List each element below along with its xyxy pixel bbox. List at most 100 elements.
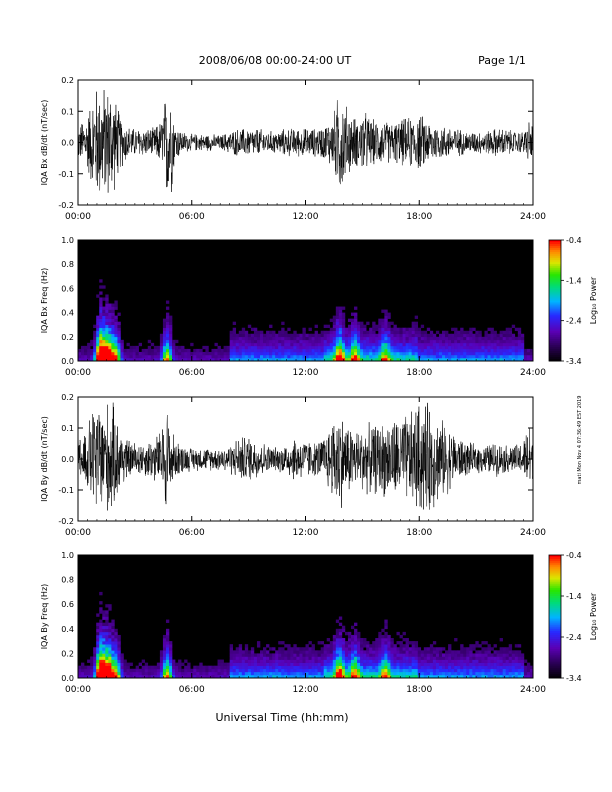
- spectrogram-cell: [108, 653, 112, 657]
- spectrogram-cell: [102, 653, 106, 657]
- spectrogram-cell: [308, 653, 312, 657]
- page-indicator: Page 1/1: [478, 54, 526, 67]
- spectrogram-cell: [326, 665, 331, 670]
- spectrogram-cell: [162, 634, 167, 639]
- spectrogram-cell: [256, 644, 261, 648]
- spectrogram-cell: [411, 333, 415, 338]
- spectrogram-cell: [387, 348, 391, 353]
- spectrogram-cell: [357, 650, 361, 654]
- spectrogram-cell: [244, 357, 249, 362]
- spectrogram-cell: [108, 638, 112, 642]
- spectrogram-cell: [399, 327, 403, 332]
- spectrogram-cell: [244, 653, 249, 657]
- spectrogram-cell: [332, 647, 337, 651]
- spectrogram-cell: [405, 671, 409, 676]
- spectrogram-cell: [451, 671, 455, 676]
- spectrogram-cell: [499, 674, 503, 679]
- spectrogram-cell: [505, 342, 510, 347]
- spectrogram-cell: [445, 671, 449, 676]
- spectrogram-cell: [399, 330, 403, 335]
- spectrogram-cell: [457, 345, 461, 350]
- spectrogram-cell: [332, 662, 337, 667]
- spectrogram-cell: [481, 357, 485, 362]
- spectrogram-cell: [469, 336, 473, 341]
- spectrogram-cell: [469, 671, 473, 676]
- spectrogram-cell: [162, 345, 167, 350]
- spectrogram-cell: [420, 336, 425, 341]
- spectrogram-cell: [338, 653, 343, 657]
- spectrogram-cell: [390, 641, 394, 645]
- spectrogram-cell: [90, 342, 94, 347]
- spectrogram-cell: [369, 656, 373, 660]
- spectrogram-cell: [523, 348, 528, 353]
- spectrogram-cell: [275, 345, 279, 350]
- spectrogram-cell: [417, 345, 422, 350]
- spectrogram-cell: [351, 662, 355, 667]
- spectrogram-cell: [429, 354, 434, 359]
- spectrogram-cell: [393, 354, 397, 359]
- spectrogram-cell: [141, 659, 146, 663]
- spectrogram-cell: [426, 671, 431, 676]
- spectrogram-cell: [214, 354, 218, 359]
- spectrogram-cell: [102, 336, 106, 341]
- spectrogram-cell: [490, 653, 494, 657]
- spectrogram-cell: [390, 354, 394, 359]
- spectrogram-cell: [502, 351, 506, 356]
- spectrogram-cell: [414, 650, 419, 654]
- spectrogram-cell: [144, 665, 149, 670]
- spectrogram-cell: [178, 357, 182, 362]
- colorbar-segment: [549, 338, 561, 342]
- spectrogram-cell: [99, 659, 103, 663]
- spectrogram-cell: [269, 351, 273, 356]
- colorbar-segment: [549, 298, 561, 301]
- spectrogram-cell: [172, 342, 176, 347]
- spectrogram-cell: [357, 357, 361, 362]
- spectrogram-cell: [105, 674, 109, 679]
- spectrogram-cell: [508, 671, 513, 676]
- spectrogram-cell: [105, 668, 109, 673]
- spectrogram-cell: [232, 659, 237, 663]
- spectrogram-cell: [347, 656, 352, 660]
- spectrogram-cell: [165, 634, 170, 639]
- spectrogram-cell: [478, 659, 482, 663]
- spectrogram-cell: [354, 315, 358, 319]
- spectrogram-cell: [108, 336, 112, 341]
- spectrogram-cell: [445, 668, 449, 673]
- spectrogram-cell: [526, 671, 531, 676]
- spectrogram-cell: [138, 351, 142, 356]
- spectrogram-cell: [414, 653, 419, 657]
- spectrogram-cell: [317, 656, 321, 660]
- spectrogram-cell: [375, 345, 379, 350]
- spectrogram-cell: [432, 339, 437, 344]
- spectrogram-cell: [308, 659, 312, 663]
- spectrogram-cell: [129, 671, 133, 676]
- spectrogram-cell: [311, 665, 315, 670]
- spectrogram-cell: [338, 674, 343, 679]
- spectrogram-cell: [317, 339, 321, 344]
- spectrogram-cell: [366, 336, 370, 341]
- spectrogram-cell: [235, 662, 240, 667]
- spectrogram-cell: [332, 348, 337, 353]
- spectrogram-cell: [326, 336, 331, 341]
- spectrogram-cell: [220, 351, 224, 356]
- spectrogram-cell: [335, 336, 340, 341]
- spectrogram-cell: [263, 357, 267, 362]
- spectrogram-cell: [144, 671, 149, 676]
- spectrogram-cell: [108, 330, 112, 335]
- spectrogram-cell: [111, 647, 115, 651]
- spectrogram-cell: [90, 662, 94, 667]
- spectrogram-cell: [293, 354, 297, 359]
- spectrogram-cell: [499, 330, 503, 335]
- spectrogram-cell: [335, 357, 340, 362]
- spectrogram-cell: [451, 345, 455, 350]
- spectrogram-cell: [438, 336, 443, 341]
- spectrogram-cell: [523, 659, 528, 663]
- spectrogram-cell: [165, 336, 170, 341]
- spectrogram-cell: [193, 674, 197, 679]
- spectrogram-cell: [472, 668, 476, 673]
- spectrogram-cell: [99, 668, 103, 673]
- spectrogram-cell: [354, 333, 358, 338]
- spectrogram-cell: [432, 641, 437, 645]
- spectrogram-cell: [414, 644, 419, 648]
- spectrogram-cell: [175, 348, 179, 353]
